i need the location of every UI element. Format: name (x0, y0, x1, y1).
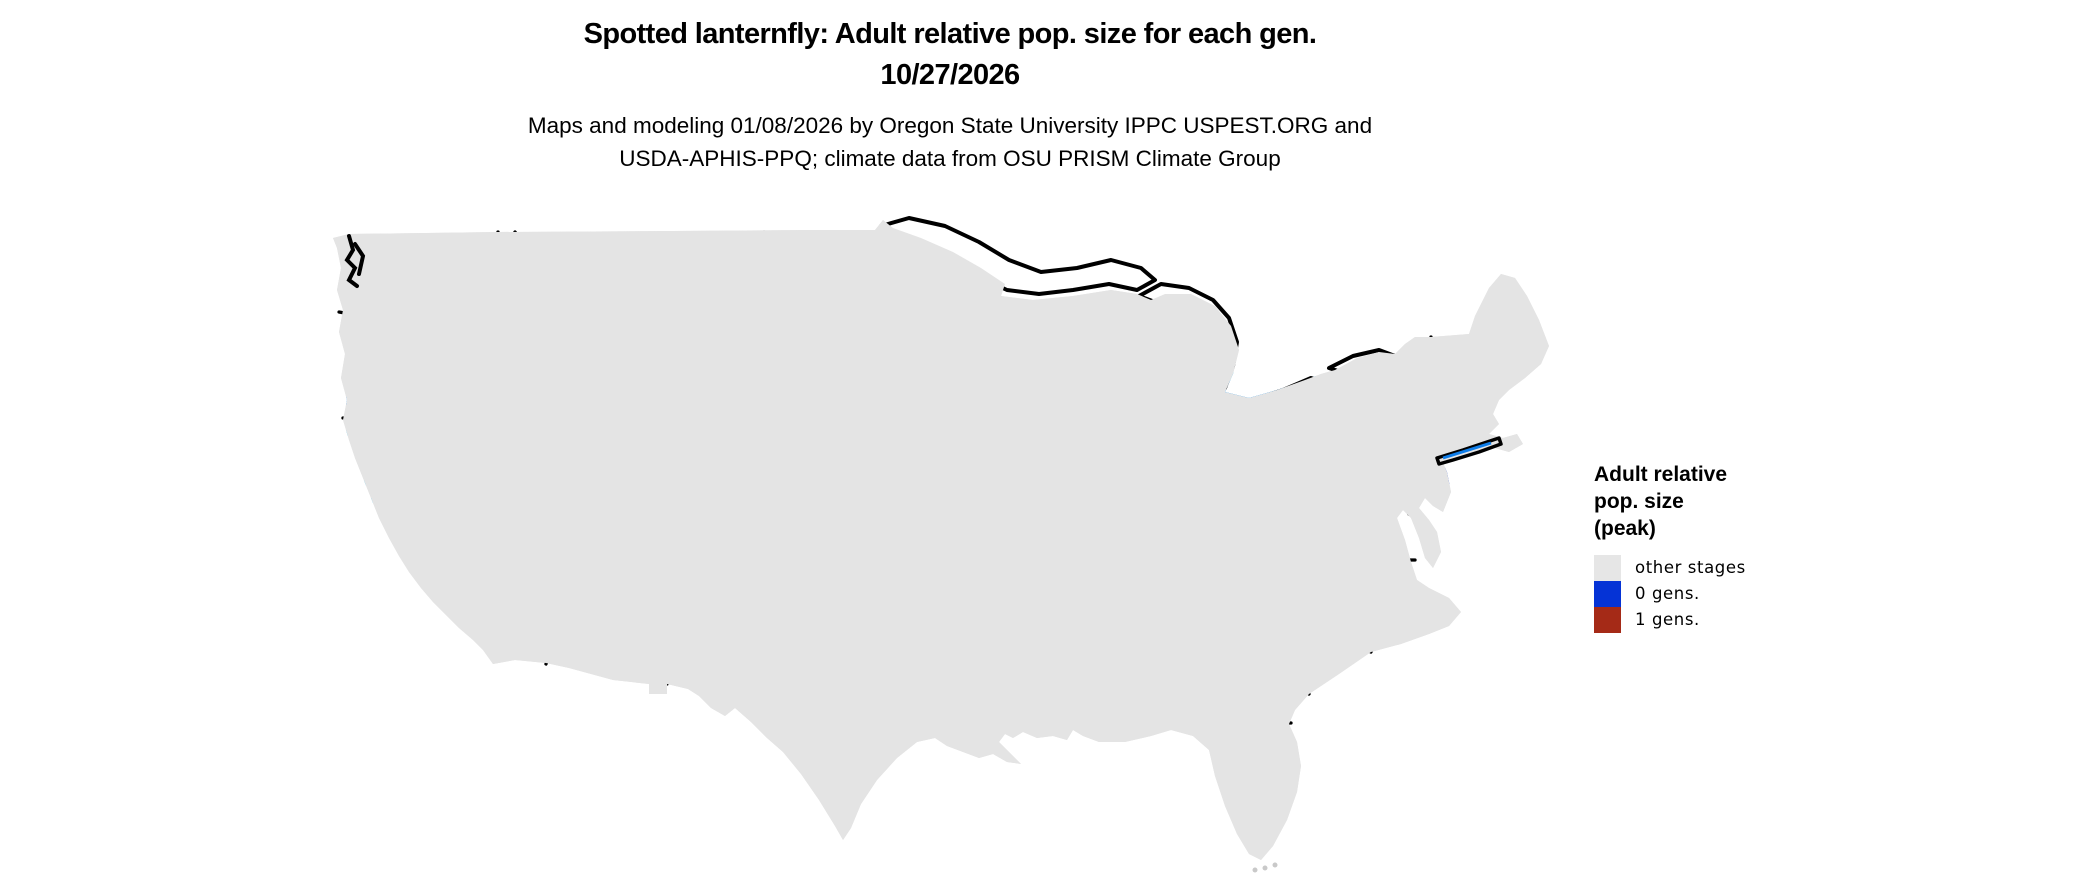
legend-title: Adult relative pop. size (peak) (1594, 462, 1854, 543)
legend-label: other stages (1635, 558, 1746, 578)
puget-sound (344, 234, 366, 288)
legend-title-line2: pop. size (1594, 489, 1684, 513)
legend-item-other-stages: other stages (1594, 554, 1854, 581)
legend-item-1-gens: 1 gens. (1594, 606, 1854, 633)
us-map (253, 148, 1567, 883)
national-border-outline (333, 220, 1549, 860)
figure-subtitle-line2: USDA-APHIS-PPQ; climate data from OSU PR… (619, 145, 1281, 171)
legend-item-0-gens: 0 gens. (1594, 580, 1854, 607)
florida-keys (1252, 862, 1278, 873)
us-map-graphic (253, 216, 1567, 873)
legend-title-line1: Adult relative (1594, 463, 1728, 486)
legend-swatch-other-stages (1594, 554, 1621, 581)
legend-items: other stages 0 gens. 1 gens. (1594, 554, 1854, 633)
long-island-blue (1442, 441, 1492, 460)
figure-title-date: 10/27/2026 (880, 59, 1020, 92)
figure-subtitle: Maps and modeling 01/08/2026 by Oregon S… (0, 110, 1900, 175)
legend-swatch-0-gens (1594, 580, 1621, 607)
legend-swatch-1-gens (1594, 606, 1621, 633)
legend-title-line3: (peak) (1594, 516, 1656, 540)
legend-label: 0 gens. (1635, 584, 1700, 604)
legend-label: 1 gens. (1635, 610, 1700, 630)
figure-subtitle-line1: Maps and modeling 01/08/2026 by Oregon S… (527, 113, 1373, 139)
map-legend: Adult relative pop. size (peak) other stag… (1594, 462, 1854, 633)
figure-title-line1: Spotted lanternfly: Adult relative pop. … (583, 18, 1317, 50)
figure-header: Spotted lanternfly: Adult relative pop. … (0, 14, 1900, 176)
figure-title: Spotted lanternfly: Adult relative pop. … (0, 14, 1900, 96)
